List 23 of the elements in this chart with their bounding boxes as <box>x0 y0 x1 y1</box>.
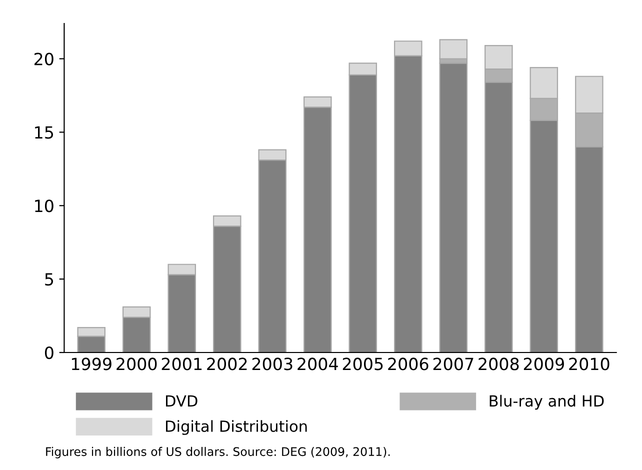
y-tick-label: 15 <box>35 126 54 139</box>
bar <box>439 39 468 60</box>
x-tick-label: 2005 <box>342 358 383 370</box>
x-tick-label: 2004 <box>298 358 338 370</box>
legend-label: Digital Distribution <box>166 420 307 435</box>
bar <box>439 62 468 352</box>
x-tick-label: 2006 <box>388 358 428 370</box>
x-tick-label: 2001 <box>162 358 202 370</box>
y-tick-label: 20 <box>34 52 54 66</box>
x-tick-label: 2010 <box>569 358 610 370</box>
x-tick-label: 2007 <box>433 358 474 370</box>
x-tick-label: 2002 <box>207 358 247 370</box>
legend-label: DVD <box>166 395 198 406</box>
x-tick-label: 2009 <box>524 358 564 370</box>
x-tick-label: 1999 <box>72 358 112 370</box>
y-tick-label: 10 <box>35 200 54 212</box>
y-tick-label: 0 <box>44 346 54 360</box>
text: Figures in billions of US dollars. Source: DEG (2009, 2011). <box>46 446 390 458</box>
x-tick-label: 2003 <box>252 358 292 370</box>
legend-label: Blu-ray and HD <box>490 394 604 410</box>
x-tick-label: 2000 <box>116 358 157 370</box>
y-tick-label: 5 <box>45 273 54 286</box>
x-tick-label: 2008 <box>478 358 519 370</box>
